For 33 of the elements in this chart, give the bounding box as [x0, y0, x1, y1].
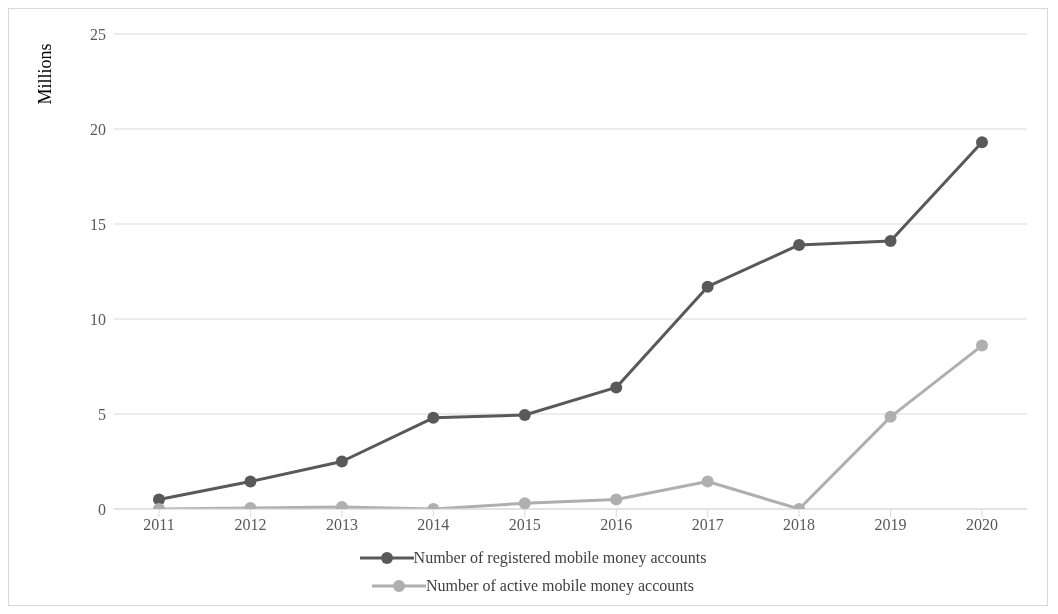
point	[793, 238, 806, 251]
point	[884, 235, 897, 248]
point	[701, 475, 714, 488]
y-tick-label: 25	[90, 25, 106, 43]
y-tick-label: 15	[90, 215, 106, 233]
y-tick-label: 20	[90, 120, 106, 138]
x-tick-label: 2011	[143, 516, 175, 534]
point	[610, 381, 623, 394]
point	[518, 408, 531, 421]
y-axis-title: Millions	[35, 43, 55, 105]
x-tick-label: 2016	[600, 516, 633, 534]
y-tick-label: 10	[90, 310, 106, 328]
y-tick-label: 5	[98, 405, 106, 423]
x-tick-label: 2017	[691, 516, 724, 534]
x-tick-label: 2019	[874, 516, 907, 534]
point	[976, 339, 988, 352]
y-tick-label: 0	[98, 500, 106, 518]
x-tick-label: 2012	[234, 516, 267, 534]
legend-label: Number of active mobile money accounts	[426, 577, 694, 595]
x-tick-label: 2020	[966, 516, 998, 534]
x-tick-label: 2014	[417, 516, 450, 534]
point	[610, 493, 623, 506]
point	[335, 455, 348, 468]
x-tick-label: 2018	[783, 516, 816, 534]
point	[427, 411, 440, 424]
point	[976, 136, 988, 149]
point	[701, 280, 714, 293]
x-tick-label: 2013	[325, 516, 358, 534]
point	[244, 475, 257, 488]
legend-label: Number of registered mobile money accounts	[413, 549, 707, 567]
point	[884, 410, 897, 423]
point	[518, 497, 531, 509]
x-tick-label: 2015	[508, 516, 541, 534]
